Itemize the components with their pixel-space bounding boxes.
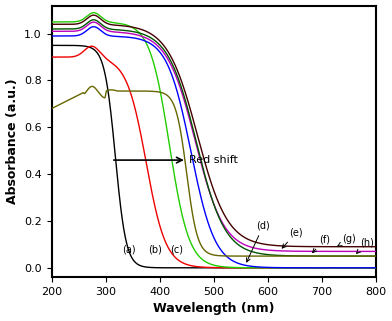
Text: (e): (e): [282, 227, 303, 248]
Text: (c): (c): [171, 244, 183, 254]
Text: (g): (g): [337, 234, 356, 246]
X-axis label: Wavelength (nm): Wavelength (nm): [153, 302, 274, 316]
Text: (b): (b): [149, 244, 162, 254]
Text: (h): (h): [357, 238, 374, 253]
Text: (d): (d): [247, 220, 270, 262]
Text: Red shift: Red shift: [189, 155, 238, 165]
Text: (a): (a): [122, 244, 136, 254]
Text: (f): (f): [312, 234, 330, 253]
Y-axis label: Absorbance (a.u.): Absorbance (a.u.): [5, 79, 18, 204]
